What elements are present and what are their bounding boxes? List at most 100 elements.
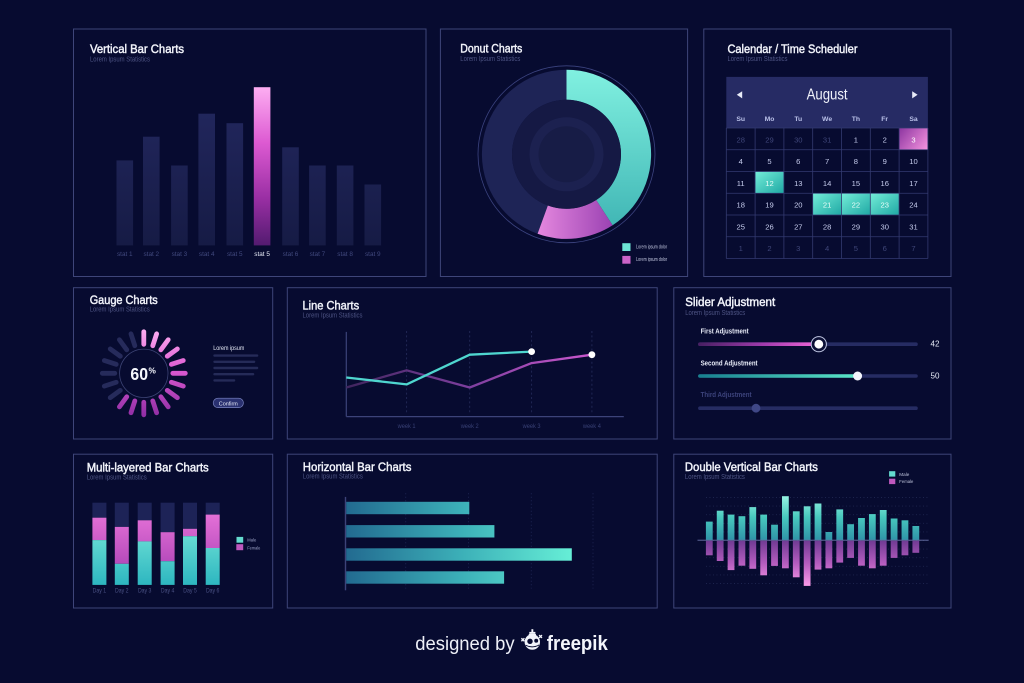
svg-text:Double Vertical Bar Charts: Double Vertical Bar Charts: [685, 460, 818, 474]
svg-text:30: 30: [794, 135, 802, 144]
svg-text:First Adjustment: First Adjustment: [701, 326, 749, 335]
svg-text:freepik: freepik: [547, 633, 609, 655]
svg-text:stat 1: stat 1: [117, 251, 133, 258]
svg-text:Gauge Charts: Gauge Charts: [90, 293, 158, 307]
svg-text:60: 60: [130, 364, 148, 384]
svg-text:week 1: week 1: [397, 423, 416, 430]
svg-text:Day 6: Day 6: [206, 587, 220, 594]
svg-text:Vertical Bar Charts: Vertical Bar Charts: [90, 42, 184, 56]
svg-text:26: 26: [765, 222, 773, 231]
svg-text:stat 8: stat 8: [337, 251, 353, 258]
svg-text:stat 9: stat 9: [365, 251, 381, 258]
svg-text:8: 8: [854, 157, 858, 166]
svg-text:30: 30: [880, 222, 888, 231]
svg-text:Male: Male: [899, 472, 909, 478]
svg-text:Fr: Fr: [881, 116, 888, 123]
svg-text:Female: Female: [247, 546, 260, 551]
svg-text:1: 1: [739, 244, 743, 253]
svg-text:Sa: Sa: [909, 116, 918, 123]
svg-text:week 4: week 4: [582, 423, 601, 430]
svg-text:Slider Adjustment: Slider Adjustment: [685, 295, 776, 309]
svg-text:13: 13: [794, 179, 802, 188]
svg-text:5: 5: [854, 244, 858, 253]
svg-text:August: August: [807, 86, 848, 103]
svg-text:Lorem Ipsum Statistics: Lorem Ipsum Statistics: [90, 55, 150, 64]
svg-text:6: 6: [883, 244, 887, 253]
svg-text:Su: Su: [736, 116, 745, 123]
svg-text:Lorem Ipsum Statistics: Lorem Ipsum Statistics: [90, 305, 150, 314]
svg-text:stat 2: stat 2: [143, 251, 159, 258]
svg-text:Lorem Ipsum Statistics: Lorem Ipsum Statistics: [685, 308, 745, 317]
svg-text:Lorem Ipsum Statistics: Lorem Ipsum Statistics: [728, 54, 788, 63]
svg-text:stat 5: stat 5: [254, 251, 270, 258]
svg-text:Third Adjustment: Third Adjustment: [701, 390, 752, 399]
svg-text:Th: Th: [852, 116, 860, 123]
svg-text:29: 29: [852, 222, 860, 231]
svg-text:Lorem ipsum dolor: Lorem ipsum dolor: [636, 257, 667, 263]
svg-text:Lorem Ipsum Statistics: Lorem Ipsum Statistics: [303, 472, 363, 481]
svg-text:42: 42: [931, 339, 940, 349]
svg-text:Male: Male: [247, 537, 257, 542]
svg-text:week 2: week 2: [460, 423, 479, 430]
svg-text:31: 31: [909, 222, 917, 231]
svg-text:23: 23: [880, 201, 888, 210]
svg-text:10: 10: [909, 157, 917, 166]
svg-text:28: 28: [736, 135, 744, 144]
svg-text:Lorem ipsum: Lorem ipsum: [213, 345, 244, 352]
svg-text:7: 7: [825, 157, 829, 166]
svg-text:Day 1: Day 1: [93, 587, 107, 594]
svg-text:Female: Female: [899, 479, 913, 485]
svg-text:Tu: Tu: [794, 116, 802, 123]
svg-text:stat 6: stat 6: [283, 251, 299, 258]
svg-text:Lorem ipsum dolor: Lorem ipsum dolor: [636, 244, 667, 250]
svg-text:stat 7: stat 7: [310, 251, 326, 258]
svg-text:1: 1: [854, 135, 858, 144]
svg-text:20: 20: [794, 201, 802, 210]
svg-text:Lorem Ipsum Statistics: Lorem Ipsum Statistics: [303, 311, 363, 320]
svg-text:16: 16: [880, 179, 888, 188]
svg-text:Line Charts: Line Charts: [303, 298, 360, 312]
svg-text:7: 7: [911, 244, 915, 253]
svg-text:Lorem Ipsum Statistics: Lorem Ipsum Statistics: [87, 473, 147, 482]
svg-text:21: 21: [823, 201, 831, 210]
svg-text:4: 4: [739, 157, 743, 166]
svg-text:11: 11: [737, 179, 745, 188]
svg-text:Multi-layered Bar Charts: Multi-layered Bar Charts: [87, 461, 209, 475]
svg-text:4: 4: [825, 244, 829, 253]
svg-text:19: 19: [765, 201, 773, 210]
svg-text:3: 3: [911, 135, 915, 144]
svg-text:27: 27: [794, 222, 802, 231]
svg-text:Donut Charts: Donut Charts: [460, 42, 522, 56]
svg-text:14: 14: [823, 179, 831, 188]
svg-text:5: 5: [767, 157, 771, 166]
svg-text:Lorem Ipsum Statistics: Lorem Ipsum Statistics: [685, 472, 745, 481]
svg-text:week 3: week 3: [522, 423, 541, 430]
svg-text:22: 22: [852, 201, 860, 210]
svg-text:Day 3: Day 3: [138, 587, 152, 594]
svg-text:2: 2: [883, 135, 887, 144]
svg-text:12: 12: [765, 179, 773, 188]
svg-text:24: 24: [909, 201, 917, 210]
svg-text:50: 50: [931, 370, 940, 380]
svg-text:18: 18: [736, 201, 744, 210]
svg-text:Mo: Mo: [765, 116, 775, 123]
svg-text:Lorem Ipsum Statistics: Lorem Ipsum Statistics: [460, 54, 520, 63]
svg-text:17: 17: [909, 179, 917, 188]
svg-text:15: 15: [852, 179, 860, 188]
svg-text:%: %: [149, 365, 157, 375]
svg-text:Day 2: Day 2: [115, 587, 129, 594]
svg-text:3: 3: [796, 244, 800, 253]
svg-text:29: 29: [765, 135, 773, 144]
svg-text:Second Adjustment: Second Adjustment: [701, 358, 758, 367]
svg-text:Confirm: Confirm: [219, 401, 238, 407]
svg-text:25: 25: [736, 222, 744, 231]
svg-text:2: 2: [767, 244, 771, 253]
svg-text:stat 3: stat 3: [172, 251, 188, 258]
svg-text:Horizontal Bar Charts: Horizontal Bar Charts: [303, 460, 412, 474]
svg-text:Day 4: Day 4: [161, 587, 175, 594]
svg-text:Day 5: Day 5: [183, 587, 197, 594]
svg-text:9: 9: [883, 157, 887, 166]
svg-text:stat 4: stat 4: [199, 251, 215, 258]
svg-text:6: 6: [796, 157, 800, 166]
svg-text:28: 28: [823, 222, 831, 231]
